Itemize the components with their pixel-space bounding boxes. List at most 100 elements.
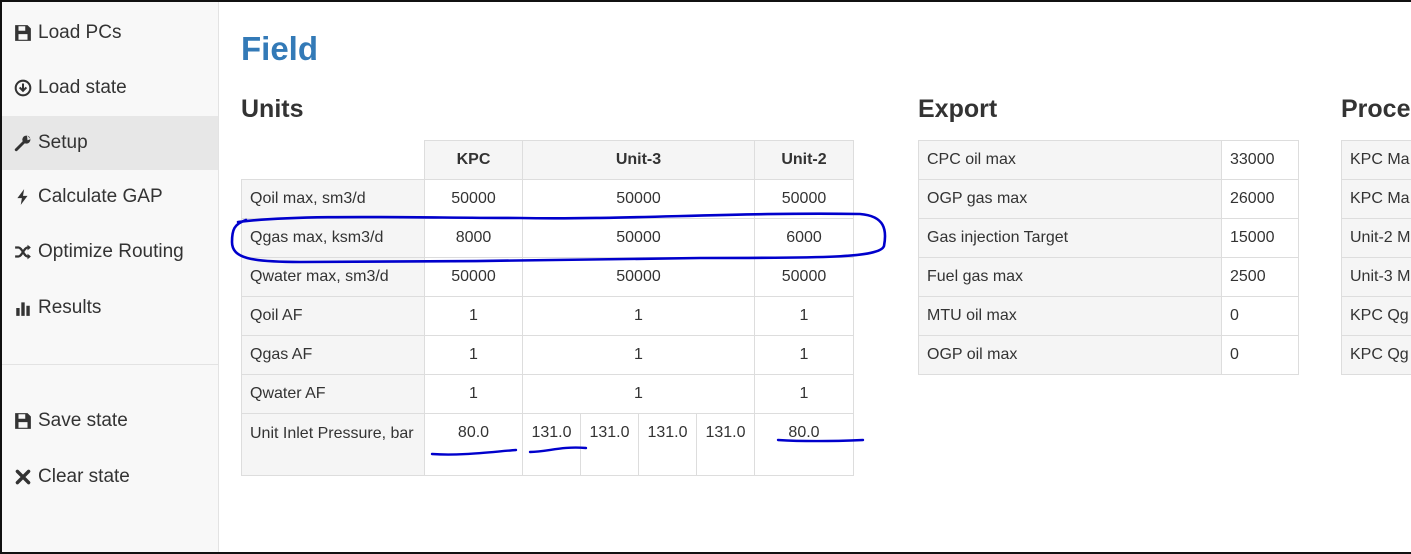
- table-row: KPC Ma: [1341, 140, 1411, 180]
- cell-value[interactable]: 50000: [522, 218, 755, 258]
- cell-value[interactable]: 33000: [1221, 140, 1299, 180]
- table-row: MTU oil max 0: [918, 296, 1299, 336]
- nav-label: Load PCs: [38, 22, 122, 43]
- table-row: CPC oil max 33000: [918, 140, 1299, 180]
- cell-value[interactable]: 131.0: [638, 413, 697, 476]
- process-section-clipped: Proce KPC Ma KPC Ma Unit-2 M Unit-3 M KP…: [1341, 0, 1411, 554]
- cell-value[interactable]: 0: [1221, 296, 1299, 336]
- save-icon: [12, 410, 34, 432]
- column-header-unit-3: Unit-3: [522, 140, 755, 180]
- cell-value[interactable]: 1: [424, 374, 523, 414]
- sidebar: Load PCs Load state Setup Calculate GAP …: [2, 2, 219, 552]
- cell-value[interactable]: 131.0: [522, 413, 581, 476]
- table-row: OGP oil max 0: [918, 335, 1299, 375]
- nav-clear-state[interactable]: Clear state: [2, 450, 218, 504]
- cell-value[interactable]: 6000: [754, 218, 854, 258]
- row-label: Unit-2 M: [1341, 218, 1411, 258]
- table-row: OGP gas max 26000: [918, 179, 1299, 219]
- table-row: Qoil max, sm3/d 50000 50000 50000: [241, 179, 854, 219]
- row-label: KPC Ma: [1341, 179, 1411, 219]
- nav-results[interactable]: Results: [2, 281, 218, 335]
- cell-value[interactable]: 50000: [424, 179, 523, 219]
- row-label: Qwater AF: [241, 374, 425, 414]
- cell-value[interactable]: 80.0: [424, 413, 523, 476]
- nav-label: Optimize Routing: [38, 241, 184, 262]
- cell-value[interactable]: 50000: [522, 257, 755, 297]
- export-section-title: Export: [918, 95, 998, 123]
- table-row: Unit-2 M: [1341, 218, 1411, 258]
- cell-value[interactable]: 50000: [424, 257, 523, 297]
- cell-value[interactable]: 131.0: [580, 413, 639, 476]
- cell-value[interactable]: 1: [522, 335, 755, 375]
- row-label: KPC Ma: [1341, 140, 1411, 180]
- shuffle-icon: [12, 241, 34, 263]
- row-label: CPC oil max: [918, 140, 1222, 180]
- row-label: Qoil max, sm3/d: [241, 179, 425, 219]
- bar-chart-icon: [12, 297, 34, 319]
- row-label: OGP gas max: [918, 179, 1222, 219]
- cell-value[interactable]: 80.0: [754, 413, 854, 476]
- nav-load-state[interactable]: Load state: [2, 61, 218, 115]
- wrench-icon: [12, 132, 34, 154]
- nav-load-pcs[interactable]: Load PCs: [2, 6, 218, 60]
- cell-value[interactable]: 1: [424, 296, 523, 336]
- nav-save-state[interactable]: Save state: [2, 394, 218, 448]
- row-label: Qgas max, ksm3/d: [241, 218, 425, 258]
- cell-value[interactable]: 8000: [424, 218, 523, 258]
- nav-label: Save state: [38, 410, 128, 431]
- nav-label: Setup: [38, 132, 88, 153]
- nav-optimize-routing[interactable]: Optimize Routing: [2, 225, 218, 279]
- table-row: KPC Qg: [1341, 296, 1411, 336]
- cell-value[interactable]: 1: [754, 374, 854, 414]
- table-corner-cell: [241, 140, 425, 180]
- table-row: Qwater max, sm3/d 50000 50000 50000: [241, 257, 854, 297]
- cell-value[interactable]: 2500: [1221, 257, 1299, 297]
- row-label: Gas injection Target: [918, 218, 1222, 258]
- cell-value[interactable]: 26000: [1221, 179, 1299, 219]
- column-header-kpc: KPC: [424, 140, 523, 180]
- table-row-inlet-pressure: Unit Inlet Pressure, bar 80.0 131.0 131.…: [241, 413, 854, 476]
- table-row: Qgas AF 1 1 1: [241, 335, 854, 375]
- page-title: Field: [241, 30, 319, 67]
- row-label: KPC Qg: [1341, 335, 1411, 375]
- download-circle-icon: [12, 77, 34, 99]
- cell-value[interactable]: 131.0: [696, 413, 755, 476]
- nav-setup[interactable]: Setup: [2, 116, 218, 170]
- cell-value[interactable]: 1: [522, 374, 755, 414]
- table-row: Qgas max, ksm3/d 8000 50000 6000: [241, 218, 854, 258]
- process-section-title: Proce: [1341, 95, 1411, 123]
- table-row: Qwater AF 1 1 1: [241, 374, 854, 414]
- nav-calculate-gap[interactable]: Calculate GAP: [2, 170, 218, 224]
- sidebar-divider: [2, 364, 218, 365]
- nav-label: Calculate GAP: [38, 186, 163, 207]
- row-label: Qwater max, sm3/d: [241, 257, 425, 297]
- cell-value[interactable]: 0: [1221, 335, 1299, 375]
- table-row: Unit-3 M: [1341, 257, 1411, 297]
- units-section-title: Units: [241, 95, 304, 123]
- save-icon: [12, 22, 34, 44]
- row-label: KPC Qg: [1341, 296, 1411, 336]
- cell-value[interactable]: 15000: [1221, 218, 1299, 258]
- units-table: KPC Unit-3 Unit-2 Qoil max, sm3/d 50000 …: [241, 140, 854, 476]
- table-row: KPC Ma: [1341, 179, 1411, 219]
- row-label: Qoil AF: [241, 296, 425, 336]
- cell-value[interactable]: 50000: [754, 257, 854, 297]
- process-table: KPC Ma KPC Ma Unit-2 M Unit-3 M KPC Qg K…: [1341, 140, 1411, 375]
- nav-label: Load state: [38, 77, 127, 98]
- units-header-row: KPC Unit-3 Unit-2: [241, 140, 854, 180]
- cell-value[interactable]: 1: [754, 335, 854, 375]
- cell-value[interactable]: 1: [754, 296, 854, 336]
- column-header-unit-2: Unit-2: [754, 140, 854, 180]
- close-icon: [12, 466, 34, 488]
- cell-value[interactable]: 50000: [754, 179, 854, 219]
- table-row: Qoil AF 1 1 1: [241, 296, 854, 336]
- cell-value[interactable]: 50000: [522, 179, 755, 219]
- cell-value[interactable]: 1: [424, 335, 523, 375]
- nav-label: Results: [38, 297, 102, 318]
- lightning-icon: [12, 186, 34, 208]
- row-label: Unit Inlet Pressure, bar: [241, 413, 425, 476]
- table-row: Fuel gas max 2500: [918, 257, 1299, 297]
- nav-label: Clear state: [38, 466, 130, 487]
- table-row: KPC Qg: [1341, 335, 1411, 375]
- cell-value[interactable]: 1: [522, 296, 755, 336]
